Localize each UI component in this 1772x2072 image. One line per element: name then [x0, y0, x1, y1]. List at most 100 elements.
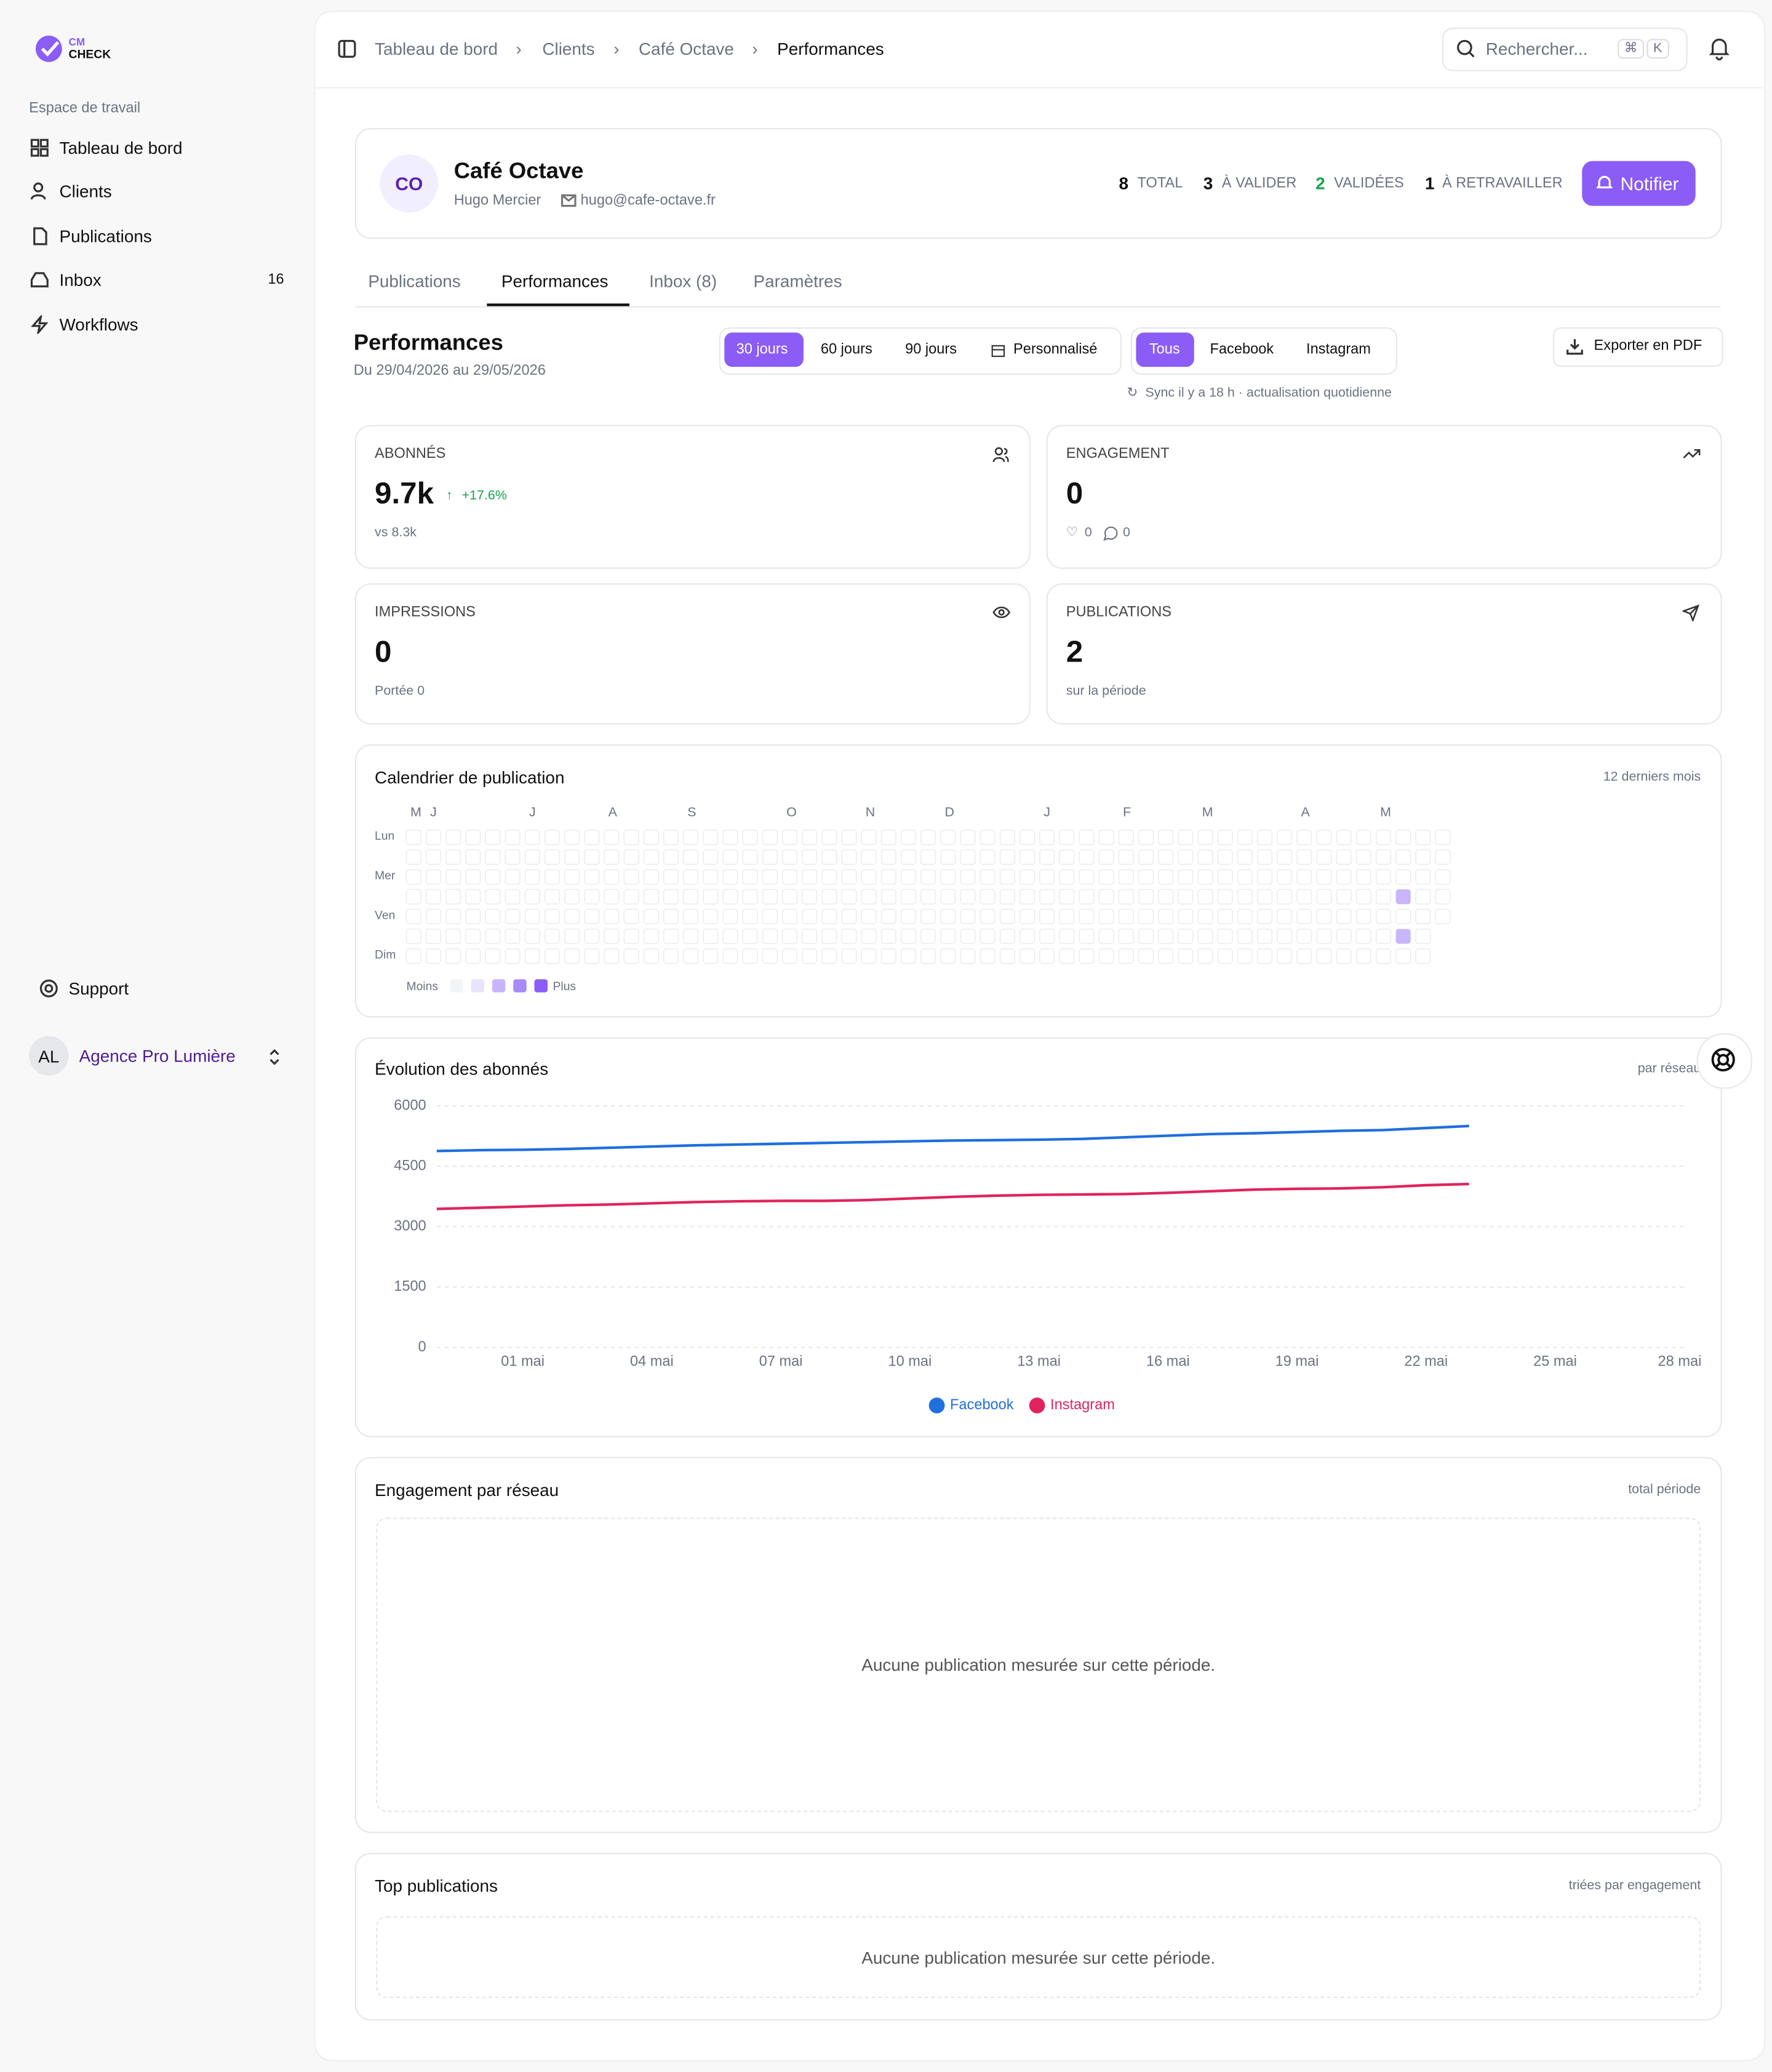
- nav-item[interactable]: Clients: [59, 181, 112, 202]
- nav-item[interactable]: Publications: [59, 226, 152, 246]
- day-cell: [1336, 889, 1352, 905]
- day-cell: [1375, 928, 1392, 945]
- sync-icon: ↻: [1127, 386, 1138, 401]
- day-cell: [1355, 908, 1371, 925]
- breadcrumb[interactable]: Café Octave: [638, 39, 734, 59]
- day-cell: [1316, 948, 1332, 964]
- day-cell: [940, 849, 956, 865]
- nav-item[interactable]: Tableau de bord: [59, 138, 183, 158]
- day-cell: [465, 849, 481, 865]
- export-button[interactable]: [1553, 327, 1723, 367]
- day-cell: [1395, 948, 1411, 964]
- day-cell: [703, 948, 719, 964]
- day-cell: [841, 849, 857, 865]
- breadcrumb[interactable]: Tableau de bord: [375, 39, 498, 59]
- day-cell: [980, 889, 996, 905]
- help-button[interactable]: [1696, 1033, 1752, 1089]
- day-cell: [960, 830, 976, 846]
- day-cell: [801, 830, 818, 846]
- day-cell: [762, 849, 778, 865]
- day-cell: [762, 928, 778, 945]
- separator: ›: [613, 39, 620, 59]
- network[interactable]: Instagram: [1306, 342, 1371, 358]
- period[interactable]: 30 jours: [736, 342, 788, 358]
- day-cell: [524, 908, 540, 925]
- tab[interactable]: Publications: [368, 271, 461, 291]
- day-cell: [1178, 869, 1194, 885]
- day-cell: [1435, 908, 1451, 925]
- day-cell: [1197, 889, 1213, 905]
- nav-item[interactable]: Inbox: [59, 270, 102, 290]
- day-cell: [465, 889, 481, 905]
- day-cell: [900, 928, 917, 945]
- icon: [30, 182, 46, 200]
- comment-icon: [1103, 526, 1118, 541]
- day-cell: [1197, 948, 1213, 964]
- day-cell: [584, 948, 600, 964]
- day-cell: [544, 908, 561, 925]
- kpi-sub: vs 8.3k: [375, 526, 417, 541]
- search-box[interactable]: [1442, 28, 1688, 71]
- day-cell: [505, 849, 521, 865]
- day-cell: [682, 889, 699, 905]
- card-note: triées par engagement: [1568, 1878, 1701, 1894]
- icon: [992, 447, 1009, 462]
- period[interactable]: 90 jours: [905, 342, 957, 358]
- day-cell: [1375, 889, 1392, 905]
- day-cell: [604, 849, 620, 865]
- day-cell: [1237, 948, 1253, 964]
- period[interactable]: 60 jours: [820, 342, 872, 358]
- day-cell: [1415, 889, 1431, 905]
- icon: [39, 979, 58, 998]
- day-cell: [1217, 889, 1233, 905]
- tab[interactable]: Inbox (8): [649, 271, 717, 291]
- day-cell: [584, 869, 600, 885]
- day-cell: [1375, 908, 1392, 925]
- day-cell: [861, 869, 877, 885]
- empty-state: Aucune publication mesurée sur cette pér…: [376, 1518, 1701, 1812]
- client-card: [354, 128, 1722, 239]
- day-cell: [999, 889, 1015, 905]
- bell[interactable]: [1709, 37, 1730, 61]
- day-cell: [920, 928, 936, 945]
- contact: Hugo Mercier: [453, 193, 541, 209]
- day-label: Lun: [375, 830, 394, 843]
- day-cell: [920, 830, 936, 846]
- top-card: [354, 1852, 1722, 2021]
- x-tick-label: 07 mai: [759, 1353, 803, 1369]
- day-cell: [920, 869, 936, 885]
- tab[interactable]: Performances: [501, 271, 609, 291]
- day-cell: [1415, 849, 1431, 865]
- day-cell: [1277, 908, 1293, 925]
- period[interactable]: Personnalisé: [1013, 342, 1098, 358]
- day-cell: [425, 869, 442, 885]
- network[interactable]: Tous: [1149, 342, 1180, 358]
- day-cell: [465, 869, 481, 885]
- day-cell: [425, 948, 442, 964]
- day-cell: [544, 849, 561, 865]
- nav-item[interactable]: Workflows: [59, 314, 138, 335]
- card-title: Calendrier de publication: [375, 767, 565, 788]
- day-cell: [1395, 908, 1411, 925]
- day-cell: [1336, 830, 1352, 846]
- support[interactable]: Support: [68, 978, 129, 999]
- breadcrumb[interactable]: Clients: [542, 39, 595, 59]
- icon[interactable]: [338, 39, 356, 58]
- day-cell: [1256, 928, 1273, 945]
- day-cell: [663, 948, 679, 964]
- tab[interactable]: Paramètres: [753, 271, 842, 291]
- day-cell: [960, 849, 976, 865]
- day-cell: [722, 869, 738, 885]
- day-cell: [1277, 830, 1293, 846]
- day-cell: [781, 849, 798, 865]
- notify-button[interactable]: [1582, 161, 1696, 206]
- stat-label: À VALIDER: [1221, 175, 1297, 191]
- active-day: [1395, 889, 1411, 904]
- day-cell: [1296, 869, 1312, 885]
- network[interactable]: Facebook: [1210, 342, 1274, 358]
- day-cell: [1237, 849, 1253, 865]
- y-tick-label: 3000: [394, 1218, 426, 1234]
- account-name[interactable]: Agence Pro Lumière: [79, 1046, 236, 1066]
- icon[interactable]: [268, 1048, 281, 1066]
- day-cell: [861, 849, 877, 865]
